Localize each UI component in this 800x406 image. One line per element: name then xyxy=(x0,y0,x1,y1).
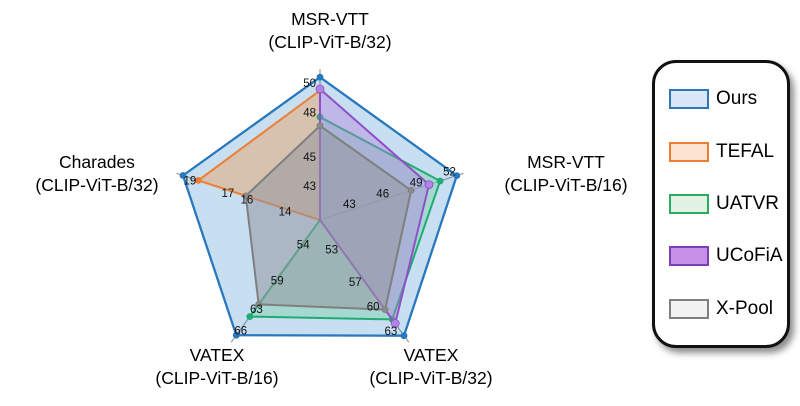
legend: Ours TEFAL UATVR UCoFiA X-Pool xyxy=(652,60,790,348)
series-marker xyxy=(242,192,250,200)
series-marker xyxy=(232,331,240,339)
tick-label: 43 xyxy=(343,199,356,211)
legend-item-tefal: TEFAL xyxy=(669,141,787,163)
legend-label: Ours xyxy=(716,88,758,110)
axis-label-line: VATEX xyxy=(403,345,459,365)
tick-label: 45 xyxy=(303,152,316,164)
tick-label: 63 xyxy=(385,326,398,338)
axis-label-msrvtt-b32: MSR-VTT (CLIP-ViT-B/32) xyxy=(268,8,391,54)
tick-label: 53 xyxy=(325,245,338,257)
tick-label: 60 xyxy=(367,302,380,314)
axis-end-tick xyxy=(230,337,235,343)
axis-label-line: (CLIP-ViT-B/16) xyxy=(504,175,628,196)
tick-label: 17 xyxy=(222,188,235,200)
axis-label-line: MSR-VTT xyxy=(527,152,605,172)
axis-label-line: (CLIP-ViT-B/32) xyxy=(369,368,493,389)
series-marker xyxy=(436,177,444,185)
series-marker xyxy=(316,122,324,130)
tick-label: 57 xyxy=(349,277,362,289)
series-marker xyxy=(453,172,461,180)
tick-label: 48 xyxy=(303,108,316,120)
legend-swatch-uatvr xyxy=(669,193,709,214)
tick-label: 19 xyxy=(184,176,197,188)
tick-label: 66 xyxy=(234,325,247,337)
series-marker xyxy=(424,180,434,190)
legend-item-ucofia: UCoFiA xyxy=(669,245,787,267)
axis-label-line: Charades xyxy=(59,152,135,172)
axis-label-msrvtt-b16: MSR-VTT (CLIP-ViT-B/16) xyxy=(504,151,627,197)
legend-item-xpool: X-Pool xyxy=(669,298,787,320)
series-marker xyxy=(315,84,325,94)
tick-label: 14 xyxy=(279,207,292,219)
legend-label: UATVR xyxy=(716,192,779,214)
tick-label: 49 xyxy=(410,178,423,190)
legend-swatch-tefal xyxy=(669,141,709,162)
axis-label-vatex-b32: VATEX (CLIP-ViT-B/32) xyxy=(369,344,492,390)
legend-swatch-ucofia xyxy=(669,246,709,267)
series-marker xyxy=(381,306,389,314)
axis-label-vatex-b16: VATEX (CLIP-ViT-B/16) xyxy=(155,344,278,390)
tick-label: 54 xyxy=(297,240,310,252)
legend-label: X-Pool xyxy=(716,297,774,319)
series-marker xyxy=(390,319,400,328)
legend-label: TEFAL xyxy=(716,140,775,162)
tick-label: 59 xyxy=(271,275,284,287)
series-marker xyxy=(179,172,187,179)
axis-label-charades-b32: Charades (CLIP-ViT-B/32) xyxy=(35,151,158,197)
legend-label: UCoFiA xyxy=(716,245,783,267)
axis-end-tick xyxy=(405,337,410,343)
legend-item-uatvr: UATVR xyxy=(669,193,787,215)
axis-label-line: MSR-VTT xyxy=(291,9,369,29)
axis-label-line: (CLIP-ViT-B/16) xyxy=(155,368,279,389)
legend-item-ours: Ours xyxy=(669,88,787,110)
legend-swatch-ours xyxy=(669,89,709,110)
axis-label-line: (CLIP-ViT-B/32) xyxy=(268,32,392,53)
legend-swatch-xpool xyxy=(669,298,709,319)
series-marker xyxy=(246,313,254,321)
radar-series xyxy=(179,73,461,340)
series-marker xyxy=(316,73,324,81)
series-marker xyxy=(255,300,263,308)
tick-label: 16 xyxy=(241,194,254,206)
axis-label-line: (CLIP-ViT-B/32) xyxy=(35,175,159,196)
tick-label: 52 xyxy=(443,167,456,179)
series-marker xyxy=(400,332,408,340)
tick-label: 63 xyxy=(250,304,263,316)
axis-label-line: VATEX xyxy=(189,345,245,365)
series-polygon-x-pool xyxy=(244,124,413,311)
series-marker xyxy=(407,186,415,194)
tick-label: 46 xyxy=(376,188,389,200)
tick-label: 43 xyxy=(303,181,316,193)
series-marker xyxy=(194,176,202,184)
tick-label: 50 xyxy=(303,78,316,90)
